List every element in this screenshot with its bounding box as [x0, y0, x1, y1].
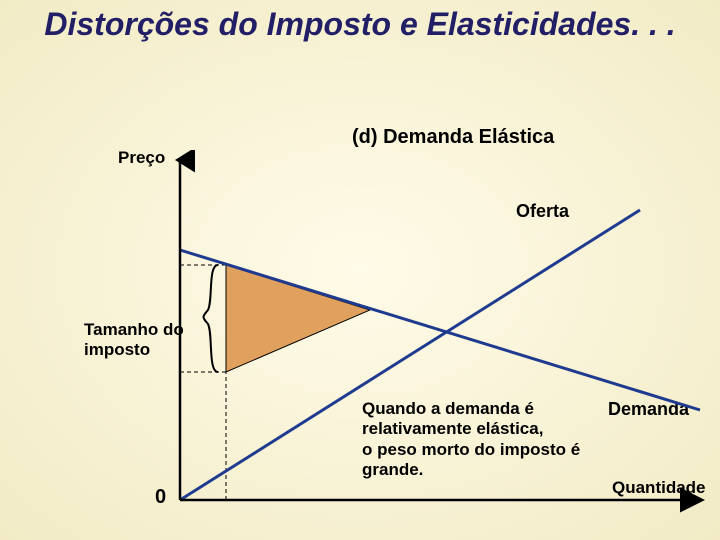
- slide-title-text: Distorções do Imposto e Elasticidades. .…: [44, 6, 675, 42]
- brace: [204, 265, 219, 372]
- slide-title: Distorções do Imposto e Elasticidades. .…: [0, 6, 720, 43]
- subtitle: (d) Demanda Elástica: [352, 126, 554, 149]
- deadweight-triangle: [226, 265, 370, 372]
- slide: Distorções do Imposto e Elasticidades. .…: [0, 0, 720, 540]
- chart-svg: [80, 150, 720, 530]
